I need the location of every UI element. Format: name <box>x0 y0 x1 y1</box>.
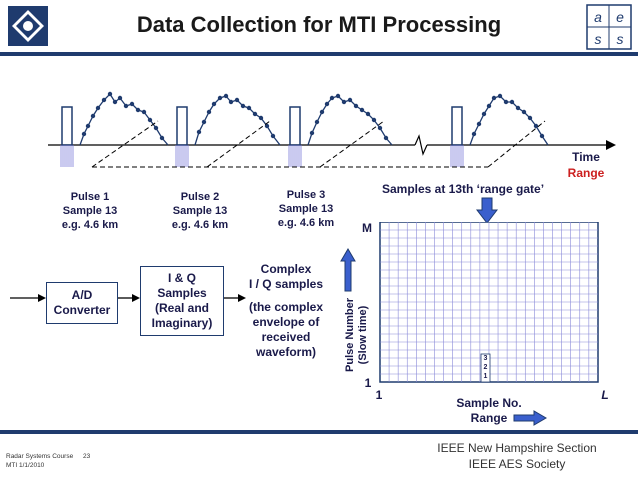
grid-corner-l: L <box>601 388 609 402</box>
ieee-logo <box>6 4 50 48</box>
iq-line-1: I & Q <box>167 271 196 285</box>
svg-text:s: s <box>617 31 624 47</box>
pulse-3-range: e.g. 4.6 km <box>277 217 335 229</box>
complex-line-5: received <box>261 330 311 344</box>
pulse-train-diagram <box>48 91 616 168</box>
footer-divider <box>0 430 638 434</box>
adc-line-2: Converter <box>53 303 111 317</box>
pulse-2-name: Pulse 2 <box>180 191 220 203</box>
complex-line-6: waveform) <box>255 345 317 359</box>
grid-col-one: 1 <box>375 388 383 402</box>
header-divider <box>0 52 638 56</box>
page-number: 23 <box>83 453 91 460</box>
up-arrow-icon <box>340 248 356 292</box>
pulse-1-sample: Sample 13 <box>62 205 118 217</box>
ieee-section: IEEE New Hampshire Section <box>437 441 597 455</box>
pulse-1-name: Pulse 1 <box>70 191 110 203</box>
complex-line-4: envelope of <box>252 315 320 329</box>
iq-line-3: (Real and <box>154 301 209 315</box>
grid-corner-m: M <box>362 221 372 235</box>
right-arrow-icon <box>513 410 547 426</box>
pulse-1-label: Pulse 1 Sample 13 e.g. 4.6 km <box>50 190 130 232</box>
svg-text:e: e <box>616 9 624 25</box>
sample-number-label: Sample No. Range <box>444 396 534 426</box>
complex-samples-note: Complex I / Q samples (the complex envel… <box>240 262 332 360</box>
iq-line-2: Samples <box>157 286 207 300</box>
cell-1: 1 <box>483 373 488 380</box>
samples-range-gate-label: Samples at 13th ‘range gate’ <box>381 182 545 196</box>
range-axis-label: Range <box>567 166 605 180</box>
ieee-society: IEEE AES Society <box>468 457 566 471</box>
pulse-number-line-2: (Slow time) <box>357 305 369 365</box>
svg-text:a: a <box>594 9 602 25</box>
pulse-sample-cells: 3 2 1 <box>481 354 490 381</box>
course-name: Radar Systems Course <box>6 453 74 460</box>
iq-line-4: Imaginary) <box>151 316 213 330</box>
adc-block: A/D Converter <box>46 282 118 324</box>
pulse-2-range: e.g. 4.6 km <box>171 219 229 231</box>
time-axis-label: Time <box>572 150 600 164</box>
cell-3: 3 <box>483 355 488 362</box>
pulse-2-sample: Sample 13 <box>172 205 228 217</box>
cell-2: 2 <box>483 364 488 371</box>
complex-line-3: (the complex <box>248 300 323 314</box>
adc-line-1: A/D <box>71 288 93 302</box>
grid-row-one: 1 <box>364 376 372 390</box>
pulse-2-label: Pulse 2 Sample 13 e.g. 4.6 km <box>160 190 240 232</box>
down-arrow-icon <box>475 197 499 224</box>
pulse-3-label: Pulse 3 Sample 13 e.g. 4.6 km <box>266 188 346 230</box>
pulse-number-label: Pulse Number (Slow time) <box>344 290 370 380</box>
course-section: MTI 1/1/2010 <box>6 462 45 469</box>
aes-logo: a e s s <box>586 4 632 50</box>
course-footer: Radar Systems Course 23 MTI 1/1/2010 <box>6 452 90 470</box>
svg-text:s: s <box>595 31 602 47</box>
sample-number-line-1: Sample No. <box>456 396 522 410</box>
sample-number-line-2: Range <box>470 411 508 425</box>
ieee-footer: IEEE New Hampshire Section IEEE AES Soci… <box>412 440 622 472</box>
data-matrix-grid <box>379 222 599 383</box>
pulse-number-line-1: Pulse Number <box>344 298 356 372</box>
iq-block: I & Q Samples (Real and Imaginary) <box>140 266 224 336</box>
pulse-3-name: Pulse 3 <box>286 189 326 201</box>
complex-line-2: I / Q samples <box>248 277 324 291</box>
signal-flow-arrows <box>10 294 246 302</box>
complex-line-1: Complex <box>260 262 312 276</box>
pulse-3-sample: Sample 13 <box>278 203 334 215</box>
page-title: Data Collection for MTI Processing <box>136 12 502 37</box>
pulse-1-range: e.g. 4.6 km <box>61 219 119 231</box>
